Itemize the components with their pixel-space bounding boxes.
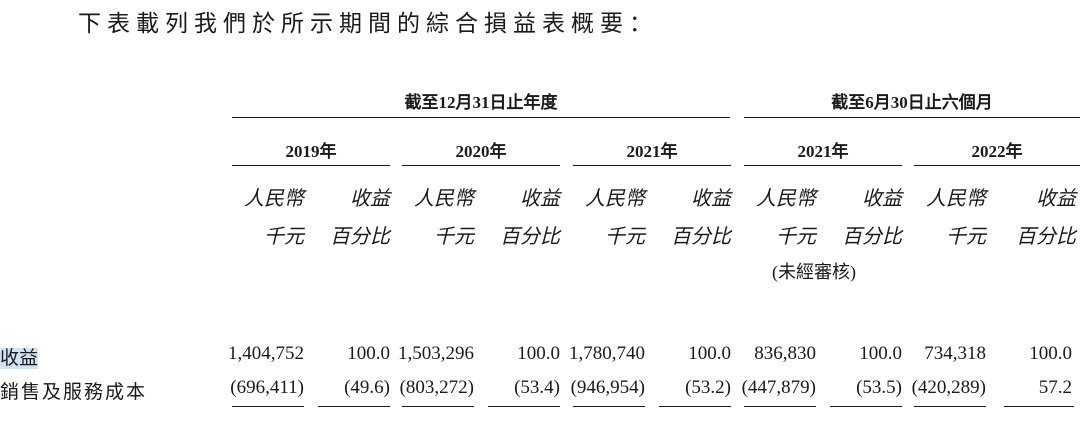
total-rule	[744, 406, 816, 407]
total-rule	[318, 406, 390, 407]
year-rule	[573, 165, 731, 166]
unaudited-note: (未經審核)	[772, 262, 856, 282]
year-header-2021: 2021年	[626, 142, 678, 161]
year-header-2021-interim: 2021年	[797, 142, 849, 161]
col-header-pct: 收益	[350, 188, 390, 210]
period-rule-annual	[232, 117, 730, 118]
cell-percent: 100.0	[517, 343, 560, 364]
total-rule	[573, 406, 645, 407]
cell-percent: 100.0	[859, 343, 902, 364]
row-label-text: 收益	[0, 348, 39, 369]
cell-value: 836,830	[754, 343, 816, 364]
cell-value: 1,780,740	[569, 343, 645, 364]
total-rule	[830, 406, 902, 407]
total-rule	[1004, 406, 1074, 407]
col-header-thousand: 千元	[264, 226, 304, 248]
col-header-percent: 百分比	[671, 226, 731, 248]
period-header-interim: 截至6月30日止六個月	[831, 93, 993, 112]
year-rule	[914, 165, 1080, 166]
cell-percent: (53.4)	[514, 377, 560, 398]
col-header-pct: 收益	[520, 188, 560, 210]
intro-text: 下表載列我們於所示期間的綜合損益表概要：	[78, 11, 658, 36]
col-header-thousand: 千元	[776, 226, 816, 248]
cell-percent: 57.2	[1038, 377, 1072, 398]
col-header-pct: 收益	[691, 188, 731, 210]
col-header-thousand: 千元	[434, 226, 474, 248]
col-header-thousand: 千元	[946, 226, 986, 248]
row-label-revenue: 收益	[0, 343, 39, 370]
year-rule	[402, 165, 560, 166]
col-header-percent: 百分比	[330, 226, 390, 248]
year-header-2022-interim: 2022年	[971, 142, 1023, 161]
col-header-rmb: 人民幣	[926, 188, 986, 210]
cell-percent: (53.5)	[856, 377, 902, 398]
col-header-percent: 百分比	[842, 226, 902, 248]
cell-value: 1,503,296	[398, 343, 474, 364]
col-header-percent: 百分比	[500, 226, 560, 248]
total-rule	[232, 406, 304, 407]
cell-percent: (49.6)	[344, 377, 390, 398]
col-header-rmb: 人民幣	[244, 188, 304, 210]
col-header-rmb: 人民幣	[585, 188, 645, 210]
col-header-percent: 百分比	[1016, 226, 1076, 248]
row-label-cost-of-sales: 銷售及服務成本	[0, 382, 148, 403]
col-header-pct: 收益	[862, 188, 902, 210]
total-rule	[659, 406, 731, 407]
cell-value: (420,289)	[911, 377, 986, 398]
total-rule	[914, 406, 986, 407]
total-rule	[402, 406, 474, 407]
col-header-thousand: 千元	[605, 226, 645, 248]
cell-percent: 100.0	[347, 343, 390, 364]
year-rule	[744, 165, 902, 166]
cell-value: (447,879)	[741, 377, 816, 398]
col-header-rmb: 人民幣	[414, 188, 474, 210]
cell-percent: 100.0	[688, 343, 731, 364]
cell-value: 1,404,752	[228, 343, 304, 364]
cell-percent: (53.2)	[685, 377, 731, 398]
year-header-2019: 2019年	[285, 142, 337, 161]
col-header-rmb: 人民幣	[756, 188, 816, 210]
cell-percent: 100.0	[1029, 343, 1072, 364]
cell-value: 734,318	[924, 343, 986, 364]
period-rule-interim	[744, 117, 1080, 118]
col-header-pct: 收益	[1036, 188, 1076, 210]
year-rule	[232, 165, 390, 166]
cell-value: (696,411)	[230, 377, 304, 398]
cell-value: (803,272)	[399, 377, 474, 398]
period-header-annual: 截至12月31日止年度	[404, 93, 558, 112]
cell-value: (946,954)	[570, 377, 645, 398]
total-rule	[488, 406, 560, 407]
year-header-2020: 2020年	[455, 142, 507, 161]
